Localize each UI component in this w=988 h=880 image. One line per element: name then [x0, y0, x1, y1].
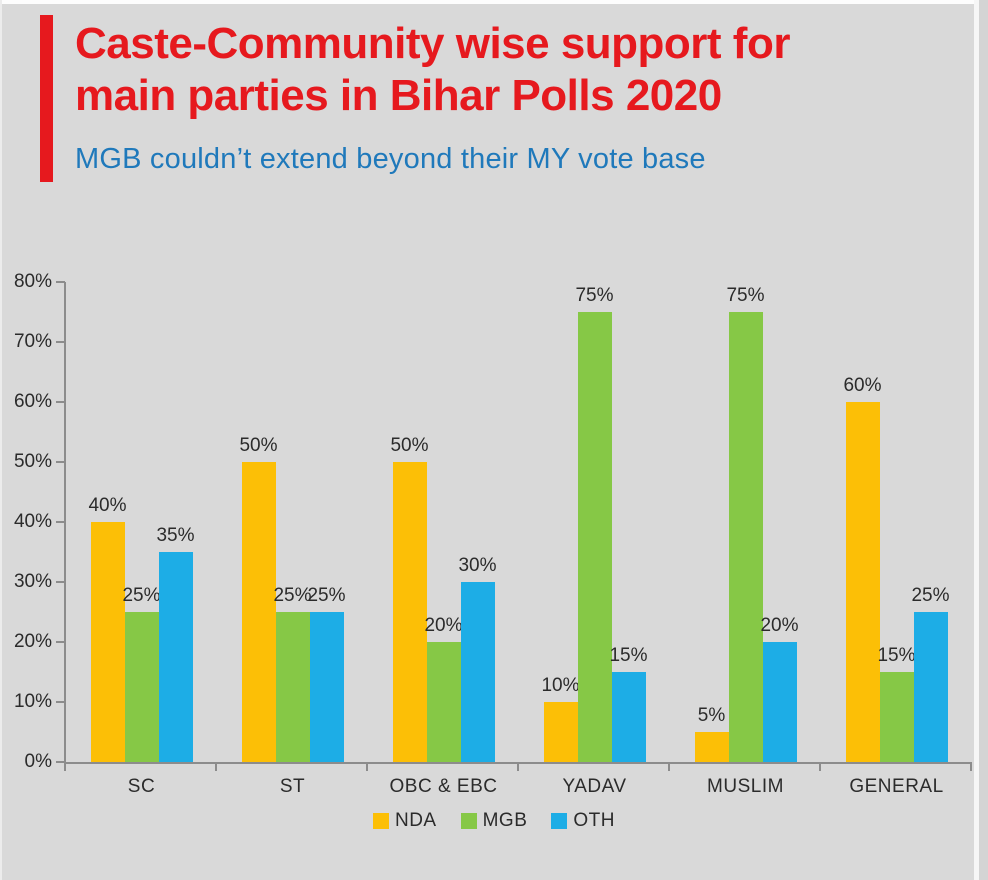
legend-item-oth: OTH [551, 810, 615, 832]
bar-group-muslim: 5% 75% 20% [670, 282, 821, 762]
legend-item-mgb: MGB [460, 810, 528, 832]
y-axis-tick [56, 761, 65, 763]
y-axis-tick-label: 40% [13, 511, 52, 532]
bar-nda-st: 50% [239, 435, 278, 762]
bar-value-label: 50% [390, 435, 429, 456]
bar-oth-general: 25% [911, 585, 950, 762]
x-axis-line [64, 762, 972, 764]
legend-label-oth: OTH [573, 810, 615, 831]
x-axis-tick [215, 764, 217, 771]
category-label-obc-ebc: OBC & EBC [389, 776, 498, 797]
y-axis-tick [56, 401, 65, 403]
page-title-line2: main parties in Bihar Polls 2020 [75, 71, 722, 120]
bar-oth-sc: 35% [156, 525, 195, 762]
bar-value-label: 30% [458, 555, 497, 576]
bar-group-st: 50% 25% 25% [217, 282, 368, 762]
x-axis-tick [366, 764, 368, 771]
bar-mgb-obc-ebc: 20% [424, 615, 463, 762]
bar-group-general: 60% 15% 25% [821, 282, 972, 762]
bar-value-label: 5% [697, 705, 726, 726]
y-axis-tick [56, 701, 65, 703]
bar-oth-obc-ebc: 30% [458, 555, 497, 762]
chart-legend: NDA MGB OTH [0, 810, 988, 832]
bar-mgb-muslim: 75% [726, 285, 765, 762]
right-edge-margin [979, 0, 988, 880]
y-axis-tick [56, 641, 65, 643]
bar-value-label: 40% [88, 495, 127, 516]
y-axis-tick-label: 80% [13, 271, 52, 292]
category-label-st: ST [279, 776, 306, 797]
legend-swatch-nda [372, 813, 389, 829]
y-axis-tick-label: 60% [13, 391, 52, 412]
category-label-yadav: YADAV [562, 776, 627, 797]
category-label-sc: SC [127, 776, 156, 797]
legend-swatch-oth [551, 813, 568, 829]
bar-nda-muslim: 5% [694, 705, 729, 762]
bar-value-label: 75% [726, 285, 765, 306]
page-title-line1: Caste-Community wise support for [75, 19, 790, 68]
y-axis-tick-label: 10% [13, 691, 52, 712]
bar-mgb-general: 15% [877, 645, 916, 762]
bar-group-obc-ebc: 50% 20% 30% [368, 282, 519, 762]
y-axis-tick-label: 30% [13, 571, 52, 592]
bar-value-label: 25% [911, 585, 950, 606]
y-axis-tick [56, 461, 65, 463]
bar-mgb-st: 25% [273, 585, 312, 762]
category-label-muslim: MUSLIM [707, 776, 784, 797]
bar-value-label: 20% [424, 615, 463, 636]
bar-value-label: 25% [307, 585, 346, 606]
left-edge-highlight [0, 0, 2, 880]
page-title: Caste-Community wise support for main pa… [75, 18, 935, 122]
y-axis-tick-label: 70% [13, 331, 52, 352]
y-axis-line [64, 282, 66, 764]
y-axis-tick [56, 341, 65, 343]
x-axis-category-labels: SC ST OBC & EBC YADAV MUSLIM GENERAL [66, 776, 972, 798]
bar-value-label: 75% [575, 285, 614, 306]
legend-label-nda: NDA [394, 810, 437, 831]
bar-group-sc: 40% 25% 35% [66, 282, 217, 762]
y-axis-tick-label: 0% [24, 751, 52, 772]
y-axis-tick [56, 581, 65, 583]
bar-nda-general: 60% [843, 375, 882, 762]
top-edge-highlight [0, 0, 988, 4]
bar-nda-obc-ebc: 50% [390, 435, 429, 762]
legend-swatch-mgb [460, 813, 477, 829]
bar-value-label: 20% [760, 615, 799, 636]
x-axis-tick [668, 764, 670, 771]
page-subtitle: MGB couldn’t extend beyond their MY vote… [75, 143, 706, 175]
y-axis-tick-label: 50% [13, 451, 52, 472]
title-accent-bar [40, 15, 53, 182]
plot-area: 40% 25% 35% 50% 25% 25% 50% 20% 30% 10% 75% 15% 5% 75… [66, 282, 972, 762]
bar-mgb-yadav: 75% [575, 285, 614, 762]
legend-label-mgb: MGB [482, 810, 528, 831]
bar-mgb-sc: 25% [122, 585, 161, 762]
bar-value-label: 25% [122, 585, 161, 606]
bar-value-label: 60% [843, 375, 882, 396]
bar-value-label: 15% [877, 645, 916, 666]
bar-oth-st: 25% [307, 585, 346, 762]
bar-group-yadav: 10% 75% 15% [519, 282, 670, 762]
bar-oth-yadav: 15% [609, 645, 648, 762]
bar-value-label: 10% [541, 675, 580, 696]
bar-value-label: 50% [239, 435, 278, 456]
y-axis-tick [56, 281, 65, 283]
y-axis-tick-label: 20% [13, 631, 52, 652]
bar-value-label: 35% [156, 525, 195, 546]
bar-chart: 0% 10% 20% 30% 40% 50% 60% 70% 80% 40% 25% 35% 50% 2… [0, 271, 988, 862]
right-edge-highlight [974, 0, 979, 880]
bar-nda-sc: 40% [88, 495, 127, 762]
legend-item-nda: NDA [372, 810, 437, 832]
x-axis-tick [517, 764, 519, 771]
x-axis-tick [64, 764, 66, 771]
category-label-general: GENERAL [849, 776, 944, 797]
bar-nda-yadav: 10% [541, 675, 580, 762]
bar-oth-muslim: 20% [760, 615, 799, 762]
y-axis-tick [56, 521, 65, 523]
x-axis-tick [970, 764, 972, 771]
bar-value-label: 25% [273, 585, 312, 606]
x-axis-tick [819, 764, 821, 771]
bar-value-label: 15% [609, 645, 648, 666]
